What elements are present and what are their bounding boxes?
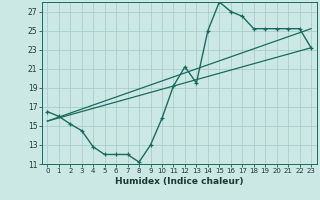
X-axis label: Humidex (Indice chaleur): Humidex (Indice chaleur) — [115, 177, 244, 186]
